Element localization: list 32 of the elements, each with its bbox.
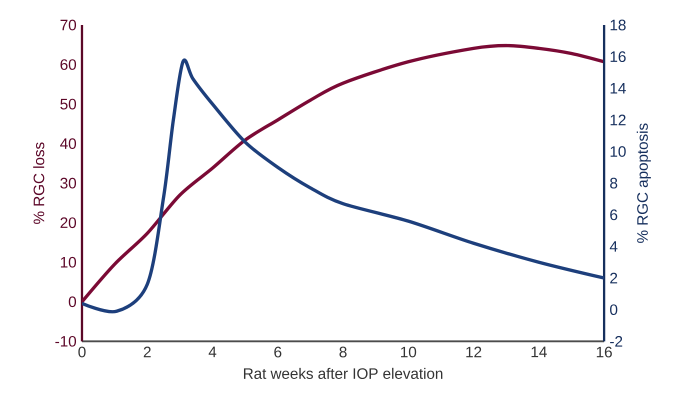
x-tick-label: 12 <box>466 346 482 358</box>
x-tick-label: 4 <box>208 346 216 358</box>
y2-tick-label: 14 <box>610 82 626 94</box>
x-axis-title: Rat weeks after IOP elevation <box>244 368 442 379</box>
y-tick-label: 0 <box>68 296 76 308</box>
y2-tick-label: 2 <box>610 272 618 284</box>
y2-tick-label: 18 <box>610 20 626 30</box>
y2-tick-label: 8 <box>610 178 618 188</box>
x-tick-label: 6 <box>274 346 282 358</box>
x-tick-label: 0 <box>78 346 86 358</box>
y-tick-label: 30 <box>60 178 76 188</box>
y-tick-label: 60 <box>60 59 76 70</box>
y-axis-title: % RGC loss <box>33 142 44 224</box>
y2-tick-label: 16 <box>610 51 626 62</box>
y2-tick-label: 10 <box>610 146 626 157</box>
x-tick-label: 2 <box>144 346 151 358</box>
y-tick-label: 10 <box>60 256 76 268</box>
y-tick-label: 70 <box>60 20 76 30</box>
x-tick-label: 8 <box>339 346 347 358</box>
y-tick-label: 50 <box>60 98 76 110</box>
y-tick-label: -10 <box>55 336 76 347</box>
y2-tick-label: 12 <box>610 114 626 126</box>
x-tick-label: 16 <box>596 346 612 358</box>
y2-tick-label: 4 <box>610 241 618 252</box>
x-tick-label: 14 <box>532 346 547 358</box>
y2-axis-title: % RGC apoptosis <box>636 123 651 243</box>
y2-tick-label: 6 <box>610 209 618 220</box>
y2-tick-label: 0 <box>610 304 618 315</box>
x-tick-label: 10 <box>401 346 416 358</box>
y2-tick-label: -2 <box>610 336 622 347</box>
y-tick-label: 20 <box>60 217 76 228</box>
y-tick-label: 40 <box>60 138 76 149</box>
